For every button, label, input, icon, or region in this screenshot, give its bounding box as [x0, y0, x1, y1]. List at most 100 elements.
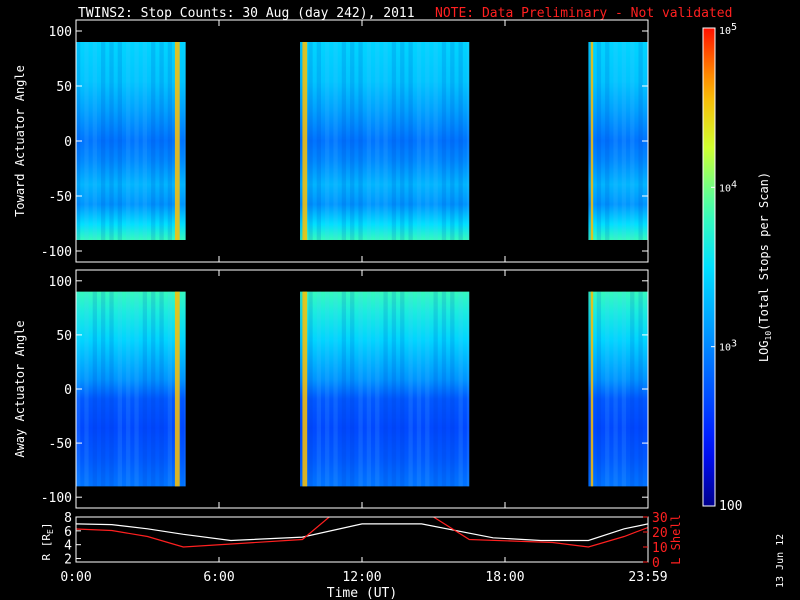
y-tick-label: -50	[49, 190, 72, 205]
streak	[126, 291, 131, 487]
streak	[117, 42, 122, 240]
streak	[605, 42, 610, 240]
streak	[333, 42, 338, 240]
streak	[308, 291, 313, 487]
streak	[167, 42, 173, 240]
streak	[458, 42, 463, 240]
y2-tick-label: 30	[652, 511, 668, 526]
streak	[375, 291, 380, 487]
streak	[466, 291, 470, 487]
streak	[92, 42, 97, 240]
y-tick-label: 8	[64, 511, 72, 526]
streak	[613, 42, 618, 240]
streak	[316, 291, 322, 487]
streak	[117, 291, 122, 487]
heatmap-away: 100 50 0 -50 -100 Away Actuator Angle	[13, 269, 649, 509]
streak	[466, 42, 470, 240]
y-tick-label: -100	[41, 245, 72, 260]
streak	[416, 291, 422, 487]
streak	[400, 291, 405, 487]
streak	[621, 42, 627, 240]
streak	[408, 291, 413, 487]
streak	[84, 291, 89, 487]
hot-column	[590, 291, 594, 487]
streak	[142, 42, 148, 240]
streak	[408, 42, 413, 240]
x-tick-label: 23:59	[628, 570, 667, 585]
data-block	[588, 42, 648, 240]
streak	[101, 42, 106, 240]
streak	[350, 291, 355, 487]
streak	[333, 291, 338, 487]
colorbar-tick-label: 103	[719, 339, 737, 354]
y2-tick-label: 20	[652, 526, 668, 541]
data-block	[76, 291, 186, 487]
streak	[151, 291, 156, 487]
streak	[366, 42, 372, 240]
streak	[441, 291, 447, 487]
streak	[613, 291, 618, 487]
streak	[316, 42, 322, 240]
streak	[92, 291, 97, 487]
streak	[588, 42, 593, 240]
data-block	[300, 42, 470, 240]
streak	[400, 42, 405, 240]
y-axis-label: Away Actuator Angle	[13, 320, 27, 457]
y-tick-label: 0	[64, 383, 72, 398]
streak	[142, 291, 148, 487]
hot-column	[174, 291, 180, 487]
y-axis-label: Toward Actuator Angle	[13, 65, 27, 217]
x-tick-label: 6:00	[203, 570, 234, 585]
streak	[458, 291, 463, 487]
streak	[605, 291, 610, 487]
y-tick-label: -100	[41, 491, 72, 506]
y-tick-label: 4	[64, 539, 72, 554]
x-tick-label: 0:00	[60, 570, 91, 585]
streak	[167, 291, 173, 487]
y2-tick-label: 10	[652, 541, 668, 556]
colorbar-tick-label: 100	[719, 499, 742, 514]
streak	[441, 42, 447, 240]
hot-column	[302, 42, 308, 240]
colorbar-label: LOG10(Total Stops per Scan)	[757, 172, 773, 362]
y2-tick-label: 0	[652, 556, 660, 571]
streak	[109, 42, 114, 240]
y-tick-label: 100	[49, 275, 72, 290]
hot-column	[302, 291, 308, 487]
streak	[596, 291, 602, 487]
lshell-line	[76, 517, 648, 548]
streak	[358, 42, 363, 240]
y-tick-label: 2	[64, 553, 72, 568]
streak	[358, 291, 363, 487]
streak	[308, 42, 313, 240]
colorbar-gradient	[702, 27, 716, 507]
streak	[391, 42, 397, 240]
streak	[450, 42, 455, 240]
streak	[134, 42, 139, 240]
radius-line	[76, 523, 648, 542]
y-tick-label: -50	[49, 437, 72, 452]
streak	[325, 291, 330, 487]
streak	[341, 291, 347, 487]
y-axis-label: R [RE]	[40, 523, 55, 561]
preliminary-note: NOTE: Data Preliminary - Not validated	[435, 6, 733, 21]
streak	[433, 42, 438, 240]
streak	[638, 291, 643, 487]
y-tick-label: 6	[64, 525, 72, 540]
streak	[433, 291, 438, 487]
streak	[375, 42, 380, 240]
y-tick-label: 50	[56, 80, 72, 95]
streak	[383, 291, 388, 487]
streak	[630, 42, 635, 240]
streak	[159, 42, 164, 240]
streak	[596, 42, 602, 240]
chart-title: TWINS2: Stop Counts: 30 Aug (day 242), 2…	[78, 6, 415, 21]
hot-column	[590, 42, 594, 240]
colorbar-tick-label: 104	[719, 179, 737, 194]
streak	[630, 291, 635, 487]
streak	[184, 42, 186, 240]
x-axis-label: Time (UT)	[327, 586, 397, 600]
streak	[300, 291, 305, 487]
